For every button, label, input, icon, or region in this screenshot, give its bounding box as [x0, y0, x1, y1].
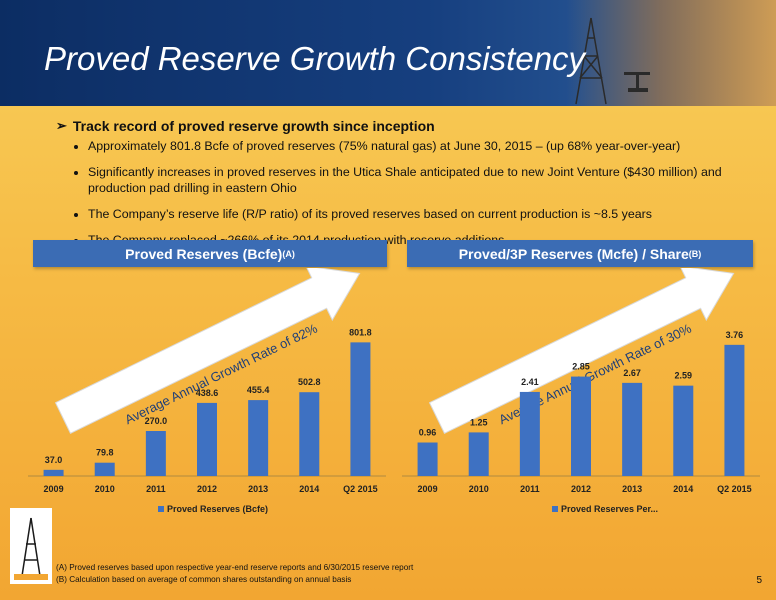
bar — [248, 400, 269, 476]
legend: Proved Reserves Per... — [552, 504, 658, 514]
x-tick-label: 2014 — [299, 484, 319, 494]
x-tick-label: 2013 — [622, 484, 642, 494]
data-label: 502.8 — [298, 377, 321, 387]
data-label: 2.67 — [623, 368, 641, 378]
left-chart-header-note: (A) — [282, 248, 295, 259]
data-label: 2.85 — [572, 362, 590, 372]
bar — [145, 431, 166, 476]
sub-bullet: Significantly increases in proved reserv… — [88, 164, 756, 197]
oilfield-photo — [566, 0, 776, 106]
arrow-bullet-icon: ➢ — [56, 118, 67, 133]
data-label: 2.59 — [675, 371, 693, 381]
legend-label: Proved Reserves (Bcfe) — [167, 504, 268, 514]
data-label: 2.41 — [521, 377, 539, 387]
bar — [417, 442, 438, 476]
x-tick-label: 2011 — [520, 484, 540, 494]
x-tick-label: Q2 2015 — [343, 484, 378, 494]
bar — [468, 432, 489, 476]
left-chart-header-label: Proved Reserves (Bcfe) — [125, 245, 283, 262]
data-label: 79.8 — [96, 448, 114, 458]
x-tick-label: 2013 — [248, 484, 268, 494]
legend: Proved Reserves (Bcfe) — [158, 504, 268, 514]
lead-bullet: ➢ Track record of proved reserve growth … — [56, 118, 756, 134]
reserves-per-share-chart: Average Annual Growth Rate of 30%0.96200… — [402, 268, 760, 514]
bar — [673, 385, 694, 476]
bar — [724, 344, 745, 476]
x-tick-label: Q2 2015 — [717, 484, 752, 494]
right-chart-header: Proved/3P Reserves (Mcfe) / Share (B) — [407, 240, 753, 267]
bar — [622, 382, 643, 476]
data-label: 270.0 — [145, 416, 168, 426]
footnote-a: (A) Proved reserves based upon respectiv… — [56, 563, 414, 572]
footnotes: (A) Proved reserves based upon respectiv… — [56, 562, 413, 586]
company-logo — [10, 508, 52, 584]
x-tick-label: 2010 — [469, 484, 489, 494]
x-tick-label: 2011 — [146, 484, 166, 494]
derrick-logo-icon — [10, 508, 52, 584]
data-label: 455.4 — [247, 385, 270, 395]
bar — [43, 469, 64, 476]
x-tick-label: 2014 — [673, 484, 693, 494]
bar — [299, 392, 320, 476]
sub-bullet: The Company’s reserve life (R/P ratio) o… — [88, 206, 756, 223]
right-chart-header-label: Proved/3P Reserves (Mcfe) / Share — [458, 245, 689, 262]
x-tick-label: 2012 — [197, 484, 217, 494]
data-label: 37.0 — [45, 455, 63, 465]
sub-bullet-list: Approximately 801.8 Bcfe of proved reser… — [56, 138, 756, 249]
bar — [197, 402, 217, 476]
bar — [571, 376, 591, 476]
bar — [350, 342, 371, 476]
page-title: Proved Reserve Growth Consistency — [44, 40, 586, 77]
bar — [94, 462, 115, 476]
data-label: 438.6 — [196, 388, 219, 398]
footnote-b: (B) Calculation based on average of comm… — [56, 575, 352, 584]
lead-bullet-text: Track record of proved reserve growth si… — [72, 118, 435, 134]
x-tick-label: 2010 — [95, 484, 115, 494]
bar — [519, 391, 540, 476]
page-number: 5 — [756, 575, 762, 586]
legend-label: Proved Reserves Per... — [561, 504, 658, 514]
x-tick-label: 2012 — [571, 484, 591, 494]
bullet-section: ➢ Track record of proved reserve growth … — [56, 118, 756, 258]
x-tick-label: 2009 — [44, 484, 64, 494]
legend-swatch — [158, 506, 164, 512]
data-label: 1.25 — [470, 417, 488, 427]
data-label: 801.8 — [349, 327, 372, 337]
right-chart-header-note: (B) — [688, 248, 702, 259]
oil-rig-icon — [575, 17, 650, 105]
title-banner: Proved Reserve Growth Consistency — [0, 0, 776, 106]
data-label: 3.76 — [726, 330, 744, 340]
proved-reserves-chart: Average Annual Growth Rate of 82%37.0200… — [28, 268, 386, 514]
x-tick-label: 2009 — [418, 484, 438, 494]
data-label: 0.96 — [419, 428, 437, 438]
sub-bullet: Approximately 801.8 Bcfe of proved reser… — [88, 138, 756, 155]
legend-swatch — [552, 506, 558, 512]
left-chart-header: Proved Reserves (Bcfe) (A) — [33, 240, 387, 267]
